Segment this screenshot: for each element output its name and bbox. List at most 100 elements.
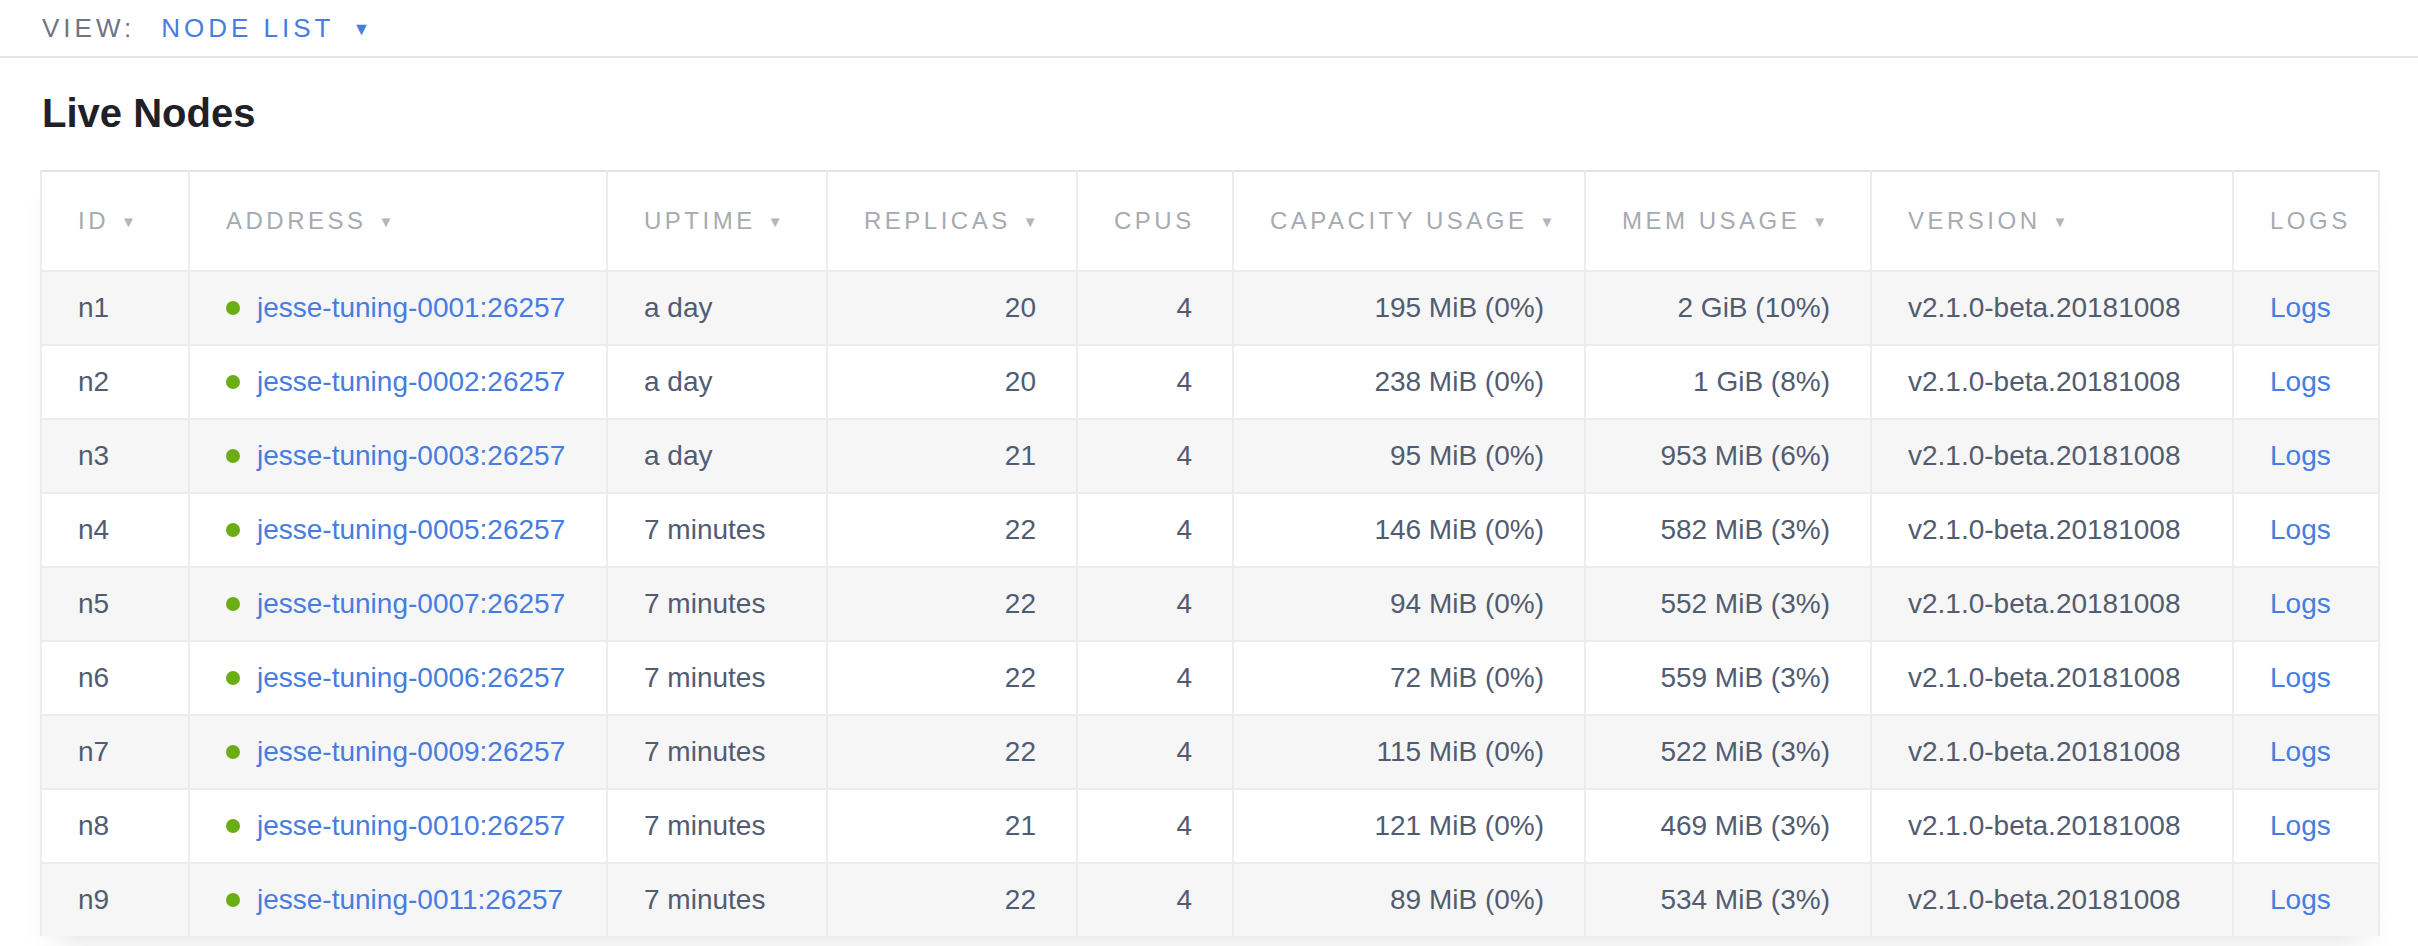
- page-title: Live Nodes: [42, 90, 2418, 136]
- cell-version: v2.1.0-beta.20181008: [1871, 863, 2233, 936]
- cell-capacity: 72 MiB (0%): [1233, 641, 1585, 715]
- table-row-n9: n9jesse-tuning-0011:262577 minutes22489 …: [41, 863, 2379, 936]
- cell-logs: Logs: [2233, 493, 2379, 567]
- cell-address: jesse-tuning-0001:26257: [189, 271, 607, 345]
- cell-id: n1: [41, 271, 189, 345]
- sort-caret-icon: ▼: [2053, 213, 2071, 230]
- cell-replicas: 22: [827, 715, 1077, 789]
- cell-cpus: 4: [1077, 567, 1233, 641]
- logs-link[interactable]: Logs: [2270, 366, 2331, 397]
- cell-cpus: 4: [1077, 419, 1233, 493]
- column-header-mem[interactable]: MEM USAGE▼: [1585, 171, 1871, 271]
- cell-replicas: 22: [827, 493, 1077, 567]
- cell-version: v2.1.0-beta.20181008: [1871, 271, 2233, 345]
- cell-logs: Logs: [2233, 715, 2379, 789]
- column-label: ID: [78, 207, 109, 234]
- cell-id: n8: [41, 789, 189, 863]
- cell-uptime: a day: [607, 345, 827, 419]
- logs-link[interactable]: Logs: [2270, 810, 2331, 841]
- logs-link[interactable]: Logs: [2270, 662, 2331, 693]
- address-link[interactable]: jesse-tuning-0009:26257: [257, 736, 565, 768]
- cell-logs: Logs: [2233, 271, 2379, 345]
- cell-mem: 582 MiB (3%): [1585, 493, 1871, 567]
- column-header-id[interactable]: ID▼: [41, 171, 189, 271]
- live-status-dot-icon: [226, 745, 240, 759]
- logs-link[interactable]: Logs: [2270, 588, 2331, 619]
- cell-uptime: 7 minutes: [607, 863, 827, 936]
- cell-uptime: 7 minutes: [607, 641, 827, 715]
- logs-link[interactable]: Logs: [2270, 514, 2331, 545]
- column-header-replicas[interactable]: REPLICAS ▼: [827, 171, 1077, 271]
- cell-cpus: 4: [1077, 271, 1233, 345]
- column-label: CAPACITY USAGE: [1270, 207, 1528, 234]
- logs-link[interactable]: Logs: [2270, 736, 2331, 767]
- address-link[interactable]: jesse-tuning-0007:26257: [257, 588, 565, 620]
- cell-mem: 559 MiB (3%): [1585, 641, 1871, 715]
- cell-version: v2.1.0-beta.20181008: [1871, 715, 2233, 789]
- column-label: REPLICAS: [864, 207, 1011, 234]
- address-cell: jesse-tuning-0005:26257: [226, 494, 566, 566]
- live-status-dot-icon: [226, 449, 240, 463]
- address-link[interactable]: jesse-tuning-0002:26257: [257, 366, 565, 398]
- cell-address: jesse-tuning-0002:26257: [189, 345, 607, 419]
- logs-link[interactable]: Logs: [2270, 884, 2331, 915]
- cell-id: n4: [41, 493, 189, 567]
- cell-logs: Logs: [2233, 789, 2379, 863]
- cell-replicas: 20: [827, 271, 1077, 345]
- cell-address: jesse-tuning-0005:26257: [189, 493, 607, 567]
- cell-id: n7: [41, 715, 189, 789]
- cell-uptime: 7 minutes: [607, 493, 827, 567]
- cell-uptime: 7 minutes: [607, 567, 827, 641]
- address-link[interactable]: jesse-tuning-0005:26257: [257, 514, 565, 546]
- cell-capacity: 121 MiB (0%): [1233, 789, 1585, 863]
- cell-id: n6: [41, 641, 189, 715]
- address-cell: jesse-tuning-0009:26257: [226, 716, 566, 788]
- cell-logs: Logs: [2233, 567, 2379, 641]
- address-cell: jesse-tuning-0007:26257: [226, 568, 566, 640]
- column-label: LOGS: [2270, 207, 2351, 234]
- address-cell: jesse-tuning-0006:26257: [226, 642, 566, 714]
- cell-uptime: a day: [607, 271, 827, 345]
- address-link[interactable]: jesse-tuning-0011:26257: [257, 884, 563, 916]
- cell-cpus: 4: [1077, 789, 1233, 863]
- column-header-capacity[interactable]: CAPACITY USAGE▼: [1233, 171, 1585, 271]
- live-status-dot-icon: [226, 671, 240, 685]
- cell-cpus: 4: [1077, 493, 1233, 567]
- cell-logs: Logs: [2233, 419, 2379, 493]
- cell-mem: 534 MiB (3%): [1585, 863, 1871, 936]
- table-body: n1jesse-tuning-0001:26257a day204195 MiB…: [41, 271, 2379, 936]
- table-row-n3: n3jesse-tuning-0003:26257a day21495 MiB …: [41, 419, 2379, 493]
- cell-version: v2.1.0-beta.20181008: [1871, 641, 2233, 715]
- address-link[interactable]: jesse-tuning-0006:26257: [257, 662, 565, 694]
- cell-cpus: 4: [1077, 715, 1233, 789]
- table-row-n5: n5jesse-tuning-0007:262577 minutes22494 …: [41, 567, 2379, 641]
- table-row-n8: n8jesse-tuning-0010:262577 minutes214121…: [41, 789, 2379, 863]
- address-cell: jesse-tuning-0010:26257: [226, 790, 566, 862]
- cell-capacity: 146 MiB (0%): [1233, 493, 1585, 567]
- cell-address: jesse-tuning-0003:26257: [189, 419, 607, 493]
- column-header-address[interactable]: ADDRESS▼: [189, 171, 607, 271]
- cell-address: jesse-tuning-0007:26257: [189, 567, 607, 641]
- address-cell: jesse-tuning-0011:26257: [226, 864, 566, 936]
- logs-link[interactable]: Logs: [2270, 292, 2331, 323]
- cell-id: n3: [41, 419, 189, 493]
- column-label: CPUS: [1114, 207, 1195, 234]
- table-row-n7: n7jesse-tuning-0009:262577 minutes224115…: [41, 715, 2379, 789]
- cell-id: n5: [41, 567, 189, 641]
- logs-link[interactable]: Logs: [2270, 440, 2331, 471]
- address-link[interactable]: jesse-tuning-0003:26257: [257, 440, 565, 472]
- view-selector-dropdown[interactable]: NODE LIST ▼: [161, 13, 370, 44]
- cell-mem: 2 GiB (10%): [1585, 271, 1871, 345]
- address-cell: jesse-tuning-0003:26257: [226, 420, 566, 492]
- sort-caret-icon: ▼: [1023, 213, 1041, 230]
- address-link[interactable]: jesse-tuning-0010:26257: [257, 810, 565, 842]
- cell-mem: 1 GiB (8%): [1585, 345, 1871, 419]
- column-header-uptime[interactable]: UPTIME▼: [607, 171, 827, 271]
- column-header-version[interactable]: VERSION▼: [1871, 171, 2233, 271]
- column-label: UPTIME: [644, 207, 756, 234]
- column-label: MEM USAGE: [1622, 207, 1800, 234]
- view-bar: VIEW: NODE LIST ▼: [0, 0, 2418, 58]
- column-label: ADDRESS: [226, 207, 367, 234]
- cell-cpus: 4: [1077, 863, 1233, 936]
- address-link[interactable]: jesse-tuning-0001:26257: [257, 292, 565, 324]
